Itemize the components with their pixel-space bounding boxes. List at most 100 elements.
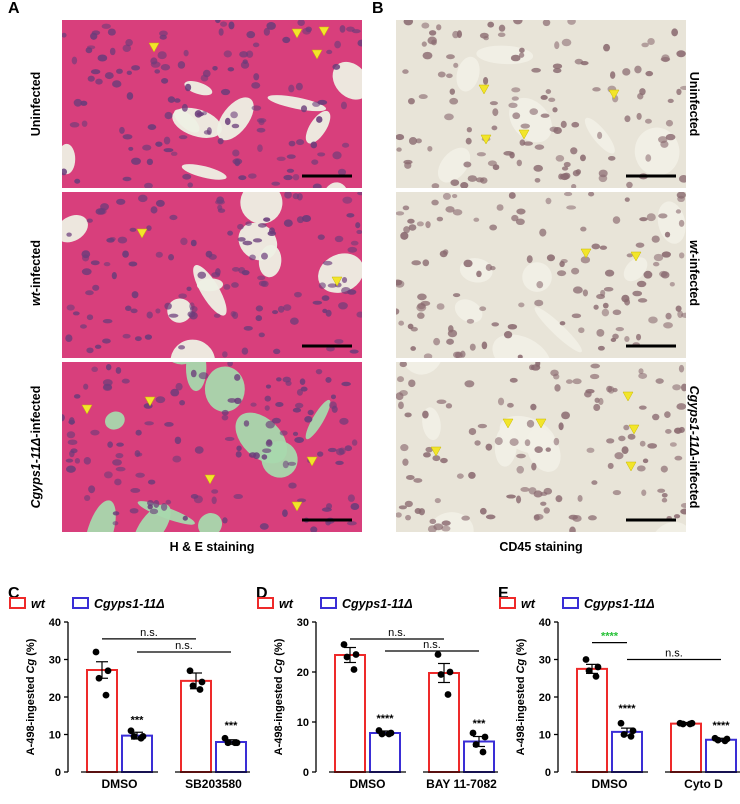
significance-label: *** — [131, 714, 145, 726]
lumen-space — [181, 164, 227, 180]
nucleus — [422, 51, 433, 60]
nucleus — [342, 196, 353, 204]
arrowhead-marker — [318, 26, 330, 37]
nucleus — [396, 211, 405, 216]
nucleus — [341, 381, 351, 387]
nucleus — [580, 256, 591, 264]
nucleus — [294, 291, 302, 298]
nucleus — [341, 142, 350, 148]
nucleus — [641, 42, 649, 48]
nucleus — [74, 457, 81, 464]
bar-DMSO-1 — [611, 730, 643, 773]
nucleus — [215, 268, 221, 276]
nucleus — [186, 286, 192, 292]
nucleus — [242, 240, 253, 246]
nucleus — [161, 78, 169, 84]
nucleus — [292, 193, 300, 200]
nucleus — [80, 324, 87, 329]
nucleus — [211, 496, 217, 505]
nucleus — [81, 120, 88, 127]
nucleus — [107, 441, 113, 448]
nucleus — [217, 137, 224, 145]
nucleus — [114, 478, 122, 486]
data-point — [137, 734, 145, 742]
nucleus — [671, 28, 679, 37]
data-point — [585, 667, 593, 675]
nucleus — [164, 422, 174, 427]
nucleus — [555, 154, 565, 162]
y-tick-label: 0 — [303, 767, 309, 779]
data-point — [437, 671, 445, 678]
nucleus — [496, 204, 504, 211]
nucleus — [215, 199, 226, 205]
nucleus — [638, 405, 647, 410]
nucleus — [180, 237, 188, 246]
data-point — [629, 727, 637, 735]
arrowhead-marker — [628, 424, 640, 435]
bracket-label: n.s. — [388, 627, 406, 639]
nucleus — [558, 422, 564, 431]
nucleus — [159, 34, 167, 40]
nucleus — [491, 125, 498, 131]
arrowhead-marker — [136, 228, 148, 239]
nucleus — [231, 123, 240, 129]
he-row-label-uninfected: Uninfected — [29, 71, 43, 137]
nucleus — [534, 144, 545, 150]
nucleus — [569, 526, 576, 532]
nucleus — [236, 445, 242, 452]
he-micrograph-wt-infected — [62, 192, 362, 358]
nucleus — [122, 250, 129, 258]
he2-svg — [62, 362, 362, 532]
nucleus — [415, 138, 422, 144]
nucleus — [234, 397, 242, 405]
data-point — [686, 720, 694, 728]
nucleus — [155, 396, 166, 404]
nucleus — [675, 305, 682, 312]
nucleus — [311, 159, 319, 165]
nucleus — [489, 101, 498, 106]
nucleus — [511, 87, 521, 93]
y-tick-label: 0 — [545, 767, 551, 779]
nucleus — [264, 405, 270, 411]
nucleus — [312, 183, 322, 188]
nucleus — [255, 305, 264, 312]
nucleus — [571, 184, 577, 188]
nucleus — [673, 427, 683, 434]
nucleus — [288, 482, 297, 489]
nucleus — [252, 238, 263, 243]
nucleus — [81, 250, 91, 259]
data-point — [481, 733, 489, 741]
lumen-space — [332, 61, 362, 100]
y-axis-label: A-498-ingested Cg (%) — [273, 638, 285, 755]
nucleus — [334, 40, 342, 49]
data-point — [594, 663, 602, 671]
nucleus — [422, 410, 429, 419]
data-point — [582, 656, 590, 663]
legend-swatch-0 — [9, 597, 26, 609]
data-point — [196, 686, 204, 693]
nucleus — [153, 500, 160, 508]
data-point — [127, 727, 135, 735]
nucleus — [554, 384, 561, 392]
cd45-row-label-wt: wt-infected — [687, 240, 701, 306]
nucleus — [346, 521, 357, 526]
he-caption: H & E staining — [169, 540, 255, 554]
nucleus — [540, 94, 548, 100]
bracket-label: **** — [601, 631, 619, 643]
nucleus — [647, 443, 658, 449]
nucleus — [597, 131, 603, 140]
nucleus — [614, 452, 624, 460]
nucleus — [264, 395, 272, 402]
nucleus — [221, 409, 229, 416]
nucleus — [122, 176, 132, 182]
nucleus — [423, 452, 431, 458]
nucleus — [436, 303, 445, 310]
nucleus — [249, 254, 256, 261]
nucleus — [404, 500, 413, 508]
nucleus — [429, 518, 437, 525]
nucleus — [287, 461, 297, 466]
nucleus — [515, 495, 522, 504]
y-tick-label: 30 — [297, 617, 309, 629]
bar-DMSO-0 — [576, 667, 608, 773]
